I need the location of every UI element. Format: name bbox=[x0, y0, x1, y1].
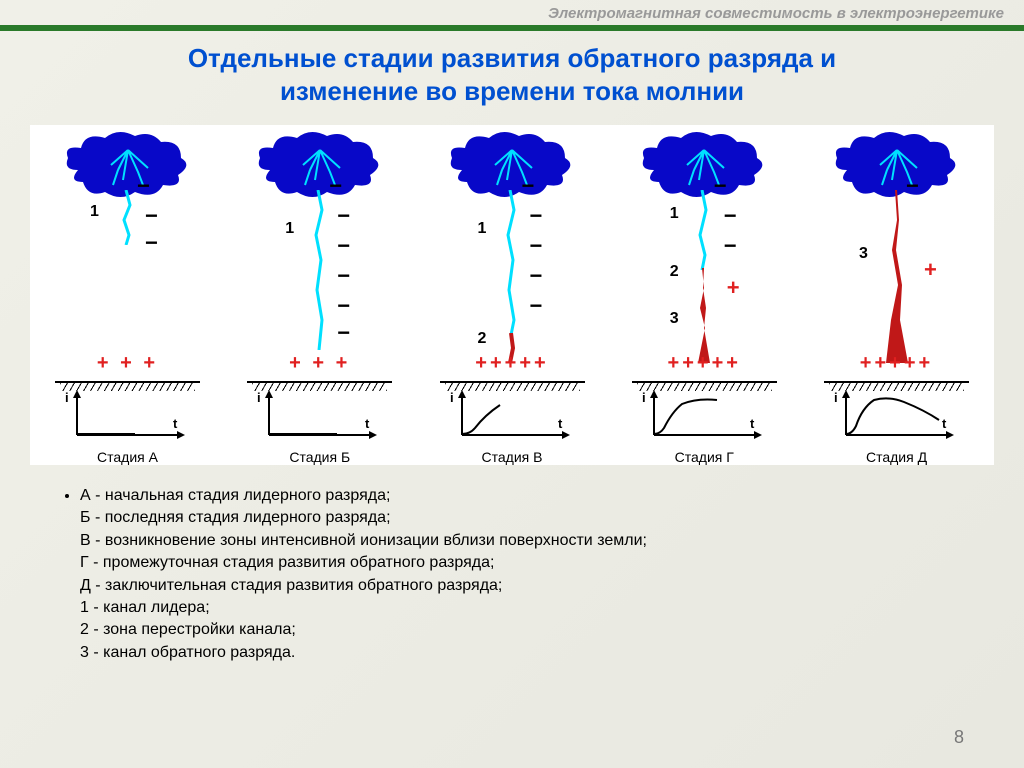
stage-label-d: Стадия Д bbox=[804, 449, 989, 465]
return-stroke bbox=[882, 190, 912, 363]
ground-charges: +++++ bbox=[860, 352, 933, 375]
legend-text-2: 2 - зона перестройки канала; bbox=[80, 621, 296, 638]
minus-icon: − bbox=[145, 230, 158, 256]
svg-text:t: t bbox=[558, 416, 563, 431]
minus-icon: − bbox=[137, 173, 150, 199]
title-line-1: Отдельные стадии развития обратного разр… bbox=[188, 43, 836, 73]
svg-text:t: t bbox=[942, 416, 947, 431]
legend-text-1: 1 - канал лидера; bbox=[80, 599, 210, 616]
label-3: 3 bbox=[670, 310, 679, 328]
label-2: 2 bbox=[670, 263, 679, 281]
current-chart-b: i t bbox=[257, 390, 382, 445]
minus-icon: − bbox=[337, 233, 350, 259]
svg-text:i: i bbox=[450, 390, 454, 405]
label-2: 2 bbox=[478, 330, 487, 348]
current-chart-a: i t bbox=[65, 390, 190, 445]
ground-charges: + + + bbox=[97, 352, 158, 375]
ground-charges: + + + bbox=[289, 352, 350, 375]
title-line-2: изменение во времени тока молнии bbox=[280, 76, 744, 106]
stage-label-v: Стадия В bbox=[420, 449, 605, 465]
legend-item: А - начальная стадия лидерного разряда; … bbox=[80, 485, 980, 664]
minus-icon: − bbox=[906, 173, 919, 199]
slide-title: Отдельные стадии развития обратного разр… bbox=[0, 42, 1024, 107]
minus-icon: − bbox=[329, 173, 342, 199]
lightning-diagram: 1 − − − + + + i t Стадия А 1 − − − − − bbox=[30, 125, 994, 465]
legend-list: А - начальная стадия лидерного разряда; … bbox=[80, 485, 980, 664]
minus-icon: − bbox=[530, 263, 543, 289]
minus-icon: − bbox=[724, 233, 737, 259]
page-number: 8 bbox=[954, 727, 964, 748]
legend-text-d: Д - заключительная стадия развития обрат… bbox=[80, 577, 502, 594]
stage-label-g: Стадия Г bbox=[612, 449, 797, 465]
minus-icon: − bbox=[337, 203, 350, 229]
current-chart-g: i t bbox=[642, 390, 767, 445]
plus-icon: + bbox=[727, 275, 740, 301]
leader-channel bbox=[502, 190, 522, 335]
current-chart-v: i t bbox=[450, 390, 575, 445]
ground-charges: +++++ bbox=[475, 352, 548, 375]
minus-icon: − bbox=[714, 173, 727, 199]
svg-text:t: t bbox=[750, 416, 755, 431]
label-1: 1 bbox=[90, 203, 99, 221]
stage-label-a: Стадия А bbox=[35, 449, 220, 465]
svg-text:i: i bbox=[257, 390, 261, 405]
stage-label-b: Стадия Б bbox=[227, 449, 412, 465]
svg-text:t: t bbox=[173, 416, 178, 431]
stage-v-panel: 1 2 − − − − − +++++ i t Стадия В bbox=[420, 125, 605, 465]
label-1: 1 bbox=[478, 220, 487, 238]
minus-icon: − bbox=[724, 203, 737, 229]
return-stroke bbox=[692, 268, 716, 363]
minus-icon: − bbox=[522, 173, 535, 199]
stage-a-panel: 1 − − − + + + i t Стадия А bbox=[35, 125, 220, 465]
label-1: 1 bbox=[285, 220, 294, 238]
header-divider bbox=[0, 25, 1024, 31]
legend-text-g: Г - промежуточная стадия развития обратн… bbox=[80, 554, 494, 571]
label-3: 3 bbox=[859, 245, 868, 263]
minus-icon: − bbox=[337, 263, 350, 289]
stage-b-panel: 1 − − − − − − + + + i t Стадия Б bbox=[227, 125, 412, 465]
minus-icon: − bbox=[530, 233, 543, 259]
minus-icon: − bbox=[337, 320, 350, 346]
minus-icon: − bbox=[530, 293, 543, 319]
header-text: Электромагнитная совместимость в электро… bbox=[548, 5, 1004, 22]
legend-text-3: 3 - канал обратного разряда. bbox=[80, 644, 295, 661]
legend-text-b: Б - последняя стадия лидерного разряда; bbox=[80, 509, 391, 526]
minus-icon: − bbox=[337, 293, 350, 319]
leader-channel bbox=[694, 190, 714, 270]
stage-g-panel: 1 2 3 − − − + +++++ i t Стадия Г bbox=[612, 125, 797, 465]
svg-text:i: i bbox=[65, 390, 69, 405]
leader-channel bbox=[118, 190, 138, 245]
leader-channel bbox=[310, 190, 330, 350]
minus-icon: − bbox=[530, 203, 543, 229]
minus-icon: − bbox=[145, 203, 158, 229]
svg-text:i: i bbox=[834, 390, 838, 405]
legend-text-v: В - возникновение зоны интенсивной иониз… bbox=[80, 532, 647, 549]
ground-charges: +++++ bbox=[668, 352, 741, 375]
plus-icon: + bbox=[924, 257, 937, 283]
current-chart-d: i t bbox=[834, 390, 959, 445]
stage-d-panel: 3 − + +++++ i t Стадия Д bbox=[804, 125, 989, 465]
label-1: 1 bbox=[670, 205, 679, 223]
svg-text:t: t bbox=[365, 416, 370, 431]
legend-text-a: А - начальная стадия лидерного разряда; bbox=[80, 487, 390, 504]
svg-text:i: i bbox=[642, 390, 646, 405]
